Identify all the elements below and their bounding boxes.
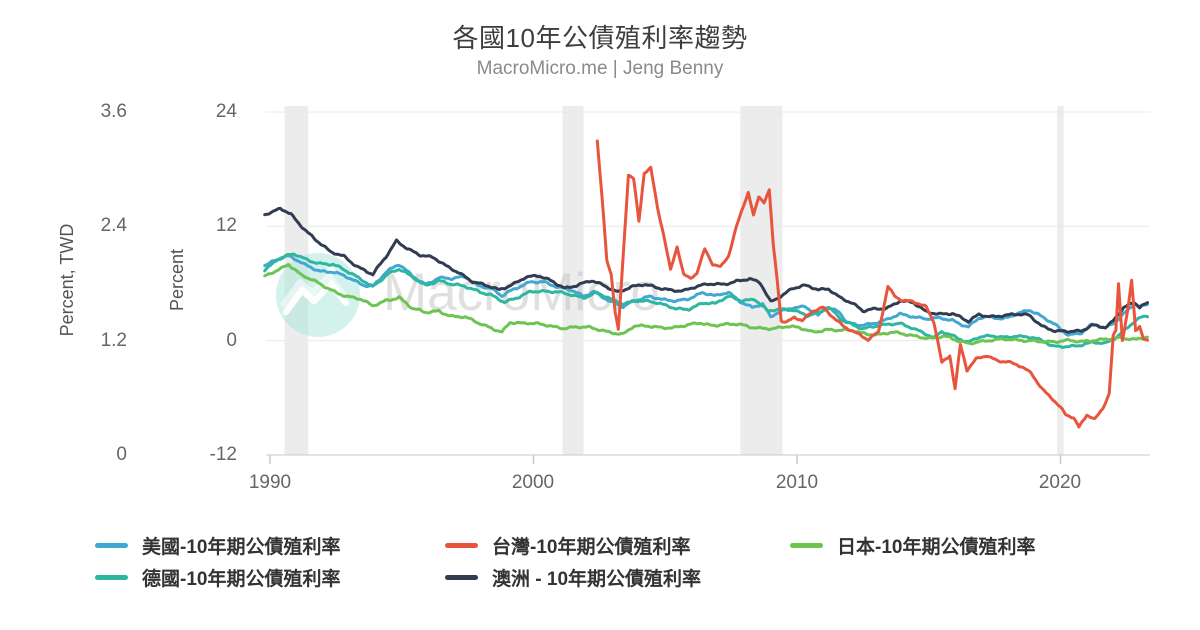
legend-item-japan[interactable]: 日本-10年期公債殖利率 — [790, 533, 1036, 558]
y-tick-pct-0: 24 — [215, 101, 237, 122]
legend-item-taiwan[interactable]: 台灣-10年期公債殖利率 — [445, 533, 691, 558]
legend-swatch-us — [95, 542, 128, 548]
legend-swatch-taiwan — [445, 542, 478, 548]
legend-label-germany: 德國-10年期公債殖利率 — [142, 568, 341, 590]
x-tick-2000: 2000 — [511, 472, 555, 493]
x-tick-1990: 1990 — [248, 472, 292, 493]
y-tick-pct-3: -12 — [209, 444, 237, 465]
x-tick-2010: 2010 — [775, 472, 819, 493]
recession-band-1 — [562, 106, 584, 455]
recession-bands — [284, 106, 1064, 455]
x-axis — [269, 455, 1062, 464]
logo-mountain-echo-icon — [281, 273, 347, 307]
y-tick-twd-2: 1.2 — [100, 330, 127, 351]
series-line-australia — [263, 206, 1149, 334]
x-tick-2020: 2020 — [1038, 472, 1082, 493]
y-tick-twd-0: 3.6 — [100, 101, 127, 122]
legend-swatch-japan — [790, 542, 823, 548]
y-tick-pct-2: 0 — [226, 330, 237, 351]
series-line-germany — [263, 252, 1149, 349]
gridlines — [266, 111, 1150, 456]
legend-label-us: 美國-10年期公債殖利率 — [142, 536, 341, 558]
legend-label-japan: 日本-10年期公債殖利率 — [837, 536, 1036, 558]
chart-subtitle: MacroMicro.me | Jeng Benny — [476, 58, 724, 79]
legend-item-australia[interactable]: 澳洲 - 10年期公債殖利率 — [445, 565, 702, 590]
y-tick-twd-1: 2.4 — [100, 215, 127, 236]
series-lines — [263, 139, 1149, 429]
recession-band-3 — [1057, 106, 1064, 455]
legend-label-australia: 澳洲 - 10年期公債殖利率 — [492, 568, 702, 590]
legend-swatch-germany — [95, 574, 128, 580]
legend-item-us[interactable]: 美國-10年期公債殖利率 — [95, 533, 341, 558]
series-line-japan — [263, 262, 1149, 346]
legend-item-germany[interactable]: 德國-10年期公債殖利率 — [95, 565, 341, 590]
y-tick-pct-1: 12 — [215, 215, 237, 236]
legend-swatch-australia — [445, 574, 478, 580]
chart-title: 各國10年公債殖利率趨勢 — [452, 23, 748, 53]
y-tick-twd-3: 0 — [116, 444, 127, 465]
legend-label-taiwan: 台灣-10年期公債殖利率 — [492, 536, 691, 558]
series-line-taiwan — [595, 139, 1149, 429]
